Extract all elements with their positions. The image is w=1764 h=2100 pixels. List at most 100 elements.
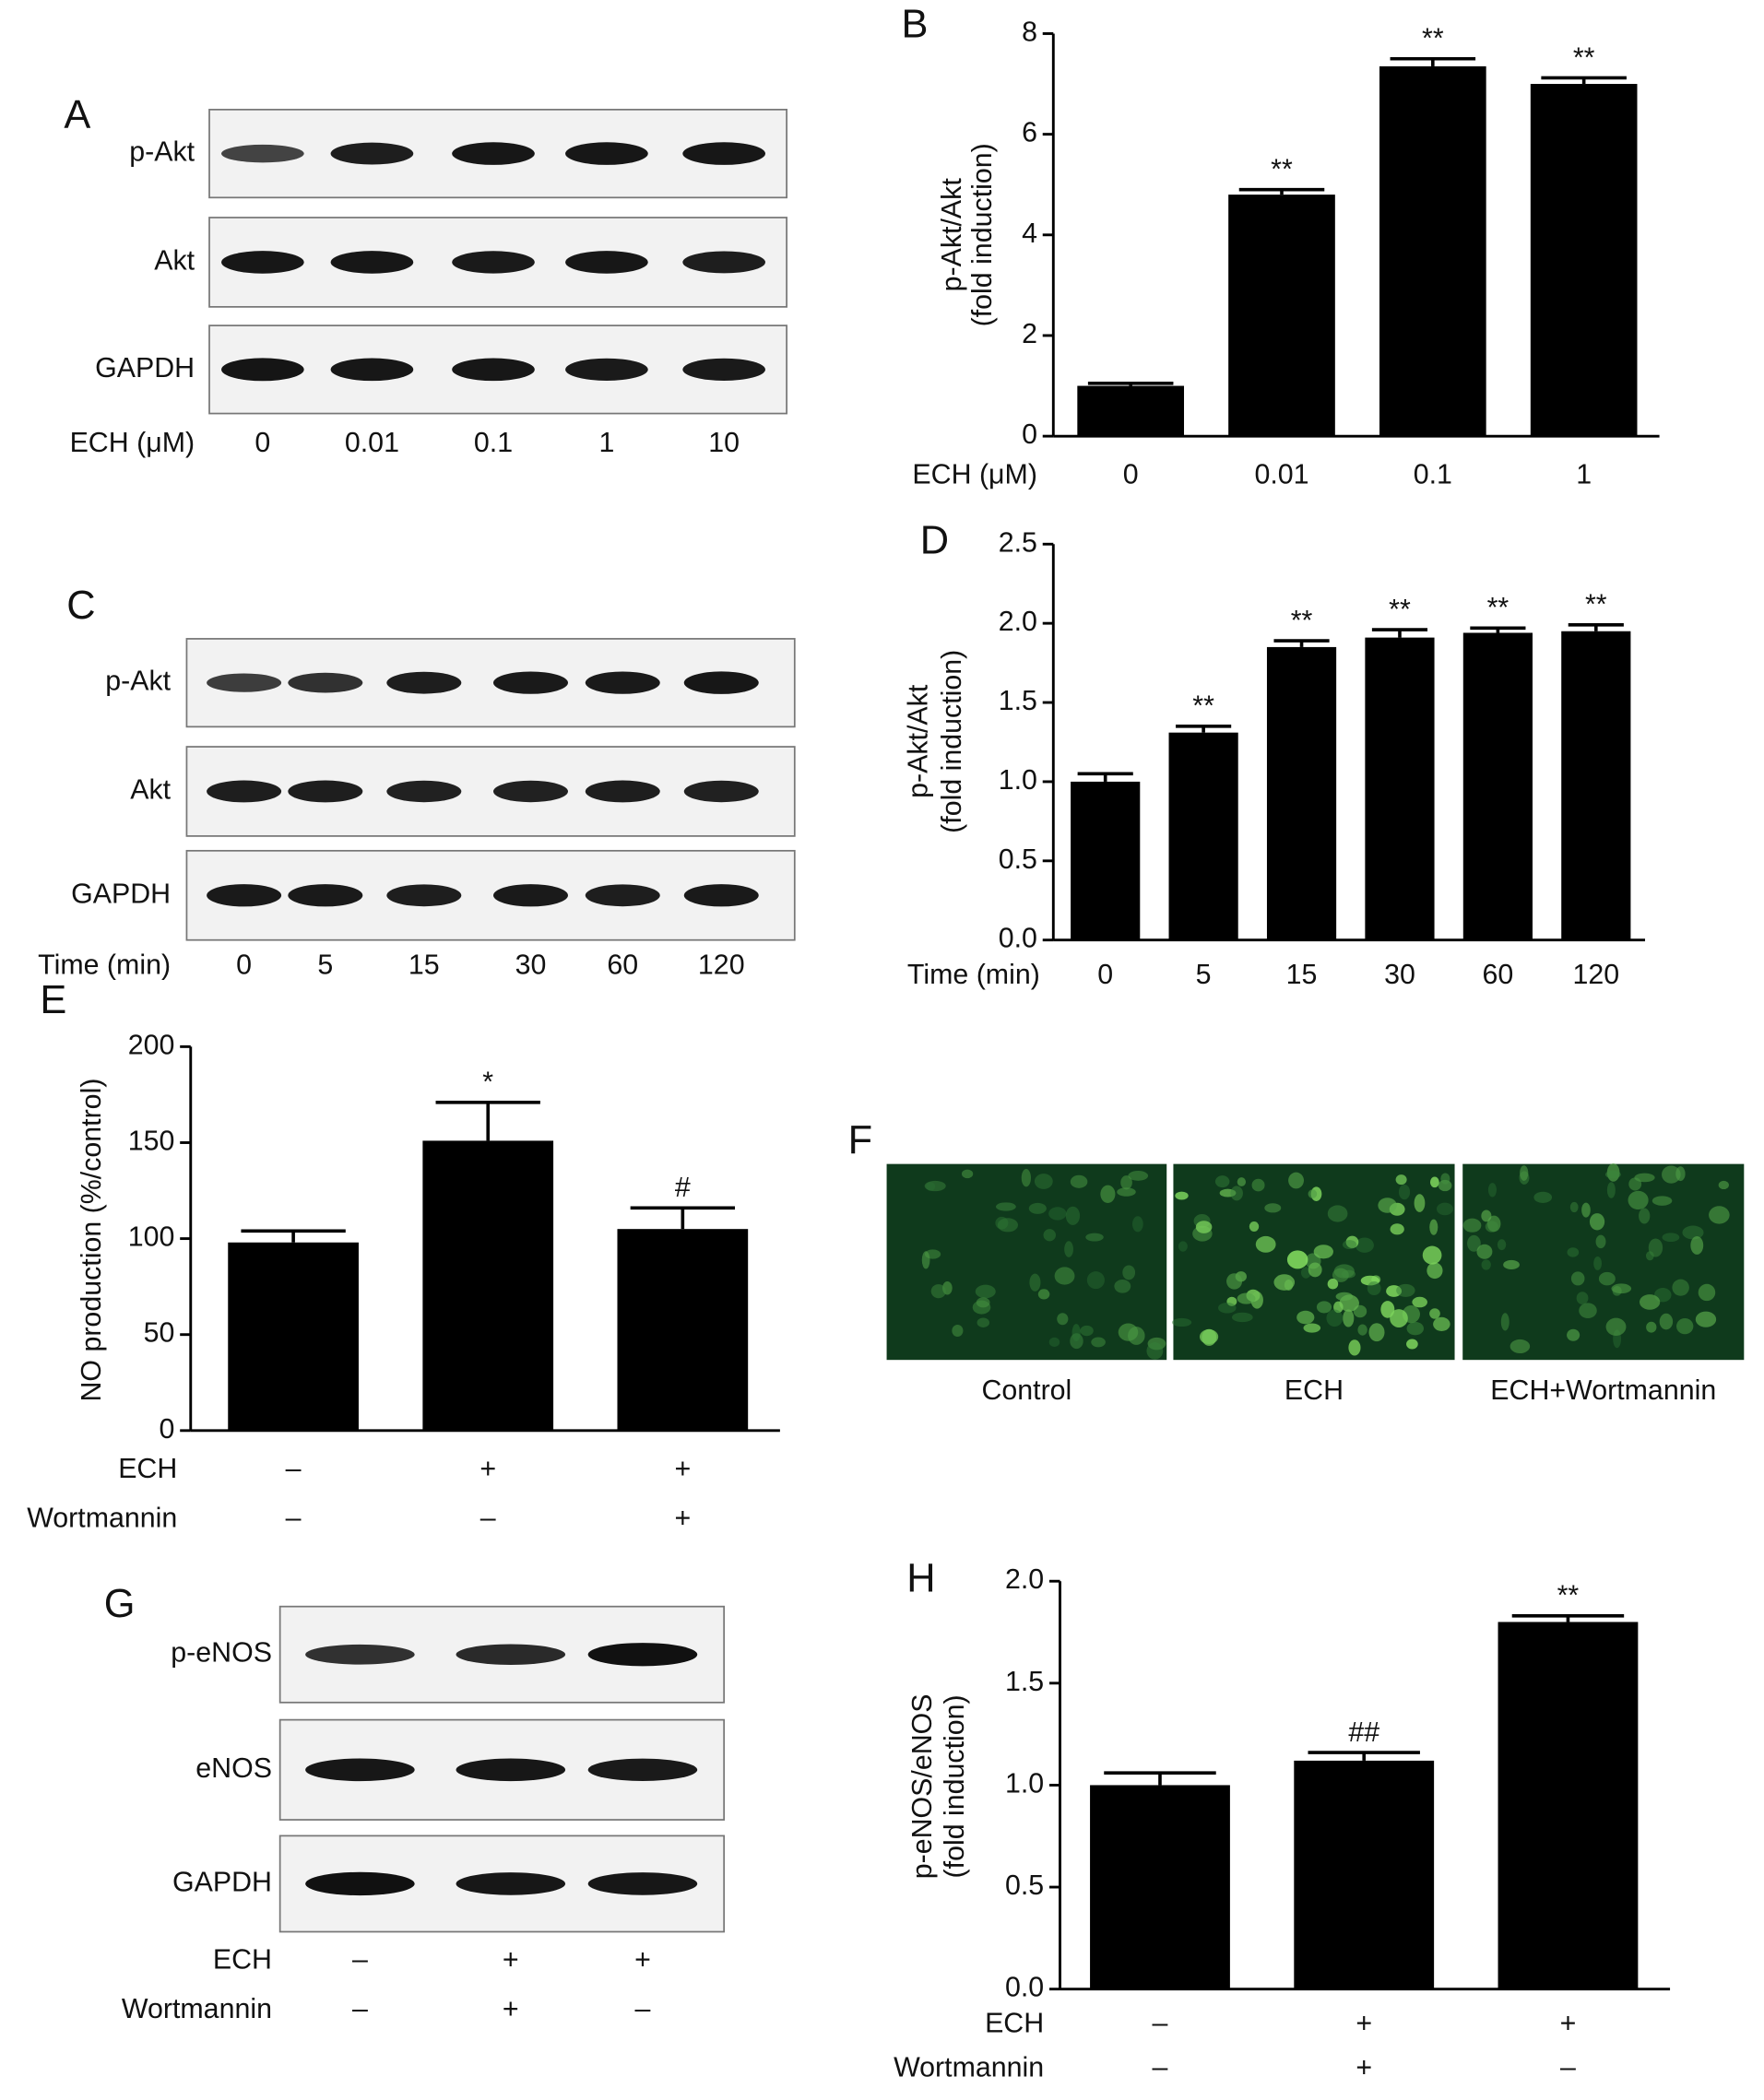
y-tick-label: 100 [128,1222,175,1253]
cell [1628,1190,1649,1210]
cell [1313,1245,1333,1259]
cell [1429,1219,1438,1235]
y-tick-label: 150 [128,1127,175,1157]
blot-row-label: eNOS [195,1753,272,1784]
factor-level: – [352,1944,368,1975]
blot-row-label: p-Akt [105,667,171,697]
blot-band [587,1643,698,1667]
cell [1341,1269,1356,1279]
cell [1579,1303,1597,1319]
factor-level: + [1356,2009,1372,2039]
factor-level: 1 [598,428,614,458]
blot-row-label: p-Akt [129,137,195,168]
cell [1440,1173,1450,1185]
x-tick-label: 0.1 [1414,460,1452,490]
x-tick-label: 5 [1196,960,1212,990]
significance-label: ** [1585,590,1607,620]
y-tick-label: 2.0 [999,607,1037,637]
factor-level: 0 [255,428,270,458]
panel-letter: H [906,1557,935,1601]
panel-letter: C [66,584,95,628]
x-tick-label: 15 [1286,960,1318,990]
blot-band [386,780,462,803]
blot-band [565,358,648,381]
blot-band [386,884,462,907]
cell [1672,1279,1689,1296]
cell [1091,1337,1106,1348]
cell [1533,1191,1553,1203]
cell [1662,1233,1680,1243]
y-tick-label: 8 [1022,17,1037,47]
cell [1230,1186,1243,1201]
y-tick-label: 2.5 [999,527,1037,558]
panel-letter: E [40,978,66,1022]
cell [1195,1221,1213,1233]
cell [1284,1279,1294,1291]
cell [1406,1321,1425,1336]
bar [1168,732,1238,940]
factor-level: + [479,1454,496,1484]
factor-level: 60 [607,950,638,981]
panel-letter: G [104,1582,136,1626]
cell [1034,1174,1053,1189]
bar [1071,781,1141,940]
y-tick-label: 0.0 [999,924,1037,954]
y-tick-label: 6 [1022,118,1037,148]
cell [1429,1308,1440,1319]
image-label: Control [981,1375,1071,1406]
cell [1178,1241,1188,1252]
blot-band [305,1644,415,1665]
cell [1639,1208,1651,1224]
cell [1120,1175,1132,1190]
cell [1476,1244,1493,1259]
cell [1709,1206,1730,1224]
cell [1611,1283,1632,1294]
bar [1462,632,1533,940]
cell [1395,1174,1407,1186]
x-axis-label: ECH (μM) [912,460,1037,490]
factor-level: 120 [698,950,745,981]
cell [1065,1206,1081,1225]
cell [1652,1196,1673,1206]
cell [1390,1223,1404,1235]
x-tick-label: 1 [1576,460,1592,490]
blot-band [305,1871,415,1896]
cell [1605,1317,1627,1336]
factor-name: ECH [213,1944,272,1975]
factor-level: – [480,1504,496,1534]
cell [1481,1209,1492,1222]
x-tick-label: 120 [1572,960,1619,990]
factor-level: + [1356,2052,1372,2082]
y-tick-label: 0 [160,1414,175,1445]
y-tick-label: 1.0 [999,765,1037,796]
y-axis-label: p-Akt/Akt [904,684,934,798]
cell [1682,1225,1704,1240]
cell [1718,1180,1729,1190]
cell [976,1297,990,1308]
cell [1327,1205,1348,1222]
cell [1690,1235,1704,1255]
blot-band [221,144,304,163]
cell [1467,1234,1481,1252]
cell [1114,1279,1131,1293]
blot-band [386,671,462,694]
blot-band [452,358,535,382]
fluorescence-image [886,1163,1167,1361]
cell [995,1202,1016,1211]
cell [1308,1262,1322,1278]
blot-band [587,1758,698,1781]
y-tick-label: 200 [128,1030,175,1060]
y-axis-label: (fold induction) [937,650,967,833]
cell [1360,1275,1379,1286]
cell [1367,1281,1381,1296]
factor-level: – [1153,2009,1168,2039]
cell [1593,1256,1603,1270]
factor-level: + [674,1454,691,1484]
cell [1202,1328,1217,1346]
cell [926,1182,936,1191]
significance-label: ** [1291,606,1313,636]
cell [1569,1201,1579,1213]
bar [1266,646,1337,940]
y-axis-label: p-Akt/Akt [937,178,967,292]
